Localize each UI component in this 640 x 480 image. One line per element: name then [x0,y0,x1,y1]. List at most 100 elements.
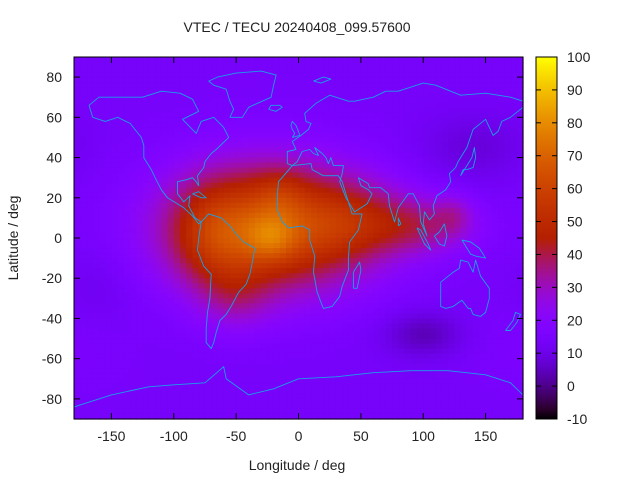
heatmap-cell [267,87,275,93]
heatmap-cell [273,413,281,420]
heatmap-cell [329,232,337,239]
heatmap-cell [236,383,243,390]
heatmap-cell [86,207,94,214]
heatmap-cell [105,167,113,174]
heatmap-cell [236,157,243,164]
heatmap-cell [192,328,200,335]
heatmap-cell [130,313,137,320]
heatmap-cell [286,273,293,279]
heatmap-cell [317,383,325,390]
heatmap-cell [348,303,356,309]
heatmap-cell [335,243,343,249]
heatmap-cell [267,238,275,244]
heatmap-cell [80,117,88,123]
heatmap-cell [385,157,393,164]
heatmap-cell [473,373,480,380]
heatmap-cell [167,92,175,98]
heatmap-cell [441,358,449,365]
heatmap-cell [267,92,275,98]
heatmap-cell [491,353,499,360]
heatmap-cell [460,368,468,375]
heatmap-cell [354,318,362,325]
heatmap-cell [335,403,343,410]
heatmap-cell [491,258,499,264]
heatmap-cell [142,238,150,244]
heatmap-cell [161,197,169,204]
heatmap-cell [167,57,175,63]
heatmap-cell [204,162,212,169]
heatmap-cell [298,368,306,375]
heatmap-cell [379,107,387,113]
heatmap-cell [448,222,456,229]
heatmap-cell [479,373,487,380]
heatmap-cell [111,167,119,174]
heatmap-cell [117,82,125,88]
heatmap-cell [441,348,449,355]
heatmap-cell [148,238,156,244]
heatmap-cell [329,127,337,134]
heatmap-cell [142,117,150,123]
heatmap-cell [454,288,462,294]
heatmap-cell [86,97,94,103]
heatmap-cell [117,298,125,304]
heatmap-cell [292,258,300,264]
heatmap-cell [117,393,125,400]
heatmap-cell [86,328,94,335]
heatmap-cell [123,408,131,415]
heatmap-cell [136,293,144,299]
heatmap-cell [304,283,312,289]
heatmap-cell [242,373,250,380]
heatmap-cell [367,408,374,415]
heatmap-cell [385,112,393,118]
heatmap-cell [173,67,181,73]
heatmap-cell [229,207,237,214]
heatmap-cell [473,378,480,385]
heatmap-cell [286,353,293,360]
heatmap-cell [367,122,374,128]
heatmap-cell [130,363,137,370]
heatmap-cell [105,62,113,68]
heatmap-cell [186,227,194,234]
heatmap-cell [379,157,387,164]
heatmap-cell [92,222,100,229]
heatmap-cell [98,308,106,315]
heatmap-cell [74,202,81,209]
heatmap-cell [335,172,343,179]
heatmap-cell [242,117,250,123]
heatmap-cell [198,268,206,274]
heatmap-cell [485,348,493,355]
heatmap-cell [454,157,462,164]
heatmap-cell [348,232,356,239]
heatmap-cell [167,368,175,375]
heatmap-cell [392,303,399,309]
heatmap-cell [479,408,487,415]
heatmap-cell [304,273,312,279]
heatmap-cell [485,253,493,259]
heatmap-cell [198,323,206,330]
heatmap-cell [248,122,256,128]
heatmap-cell [286,147,293,154]
heatmap-cell [304,177,312,184]
heatmap-cell [373,343,381,350]
heatmap-cell [335,313,343,320]
heatmap-cell [385,82,393,88]
heatmap-cell [292,253,300,259]
heatmap-cell [155,278,162,284]
heatmap-cell [254,157,262,164]
heatmap-cell [155,393,162,400]
heatmap-cell [229,77,237,83]
heatmap-cell [373,232,381,239]
heatmap-cell [192,142,200,149]
heatmap-cell [167,222,175,229]
heatmap-cell [410,313,418,320]
heatmap-cell [435,333,443,340]
heatmap-cell [167,207,175,214]
heatmap-cell [204,152,212,159]
heatmap-cell [429,147,437,154]
heatmap-cell [92,348,100,355]
heatmap-cell [105,368,113,375]
heatmap-cell [155,283,162,289]
heatmap-cell [479,258,487,264]
heatmap-cell [323,227,331,234]
heatmap-cell [74,72,81,78]
